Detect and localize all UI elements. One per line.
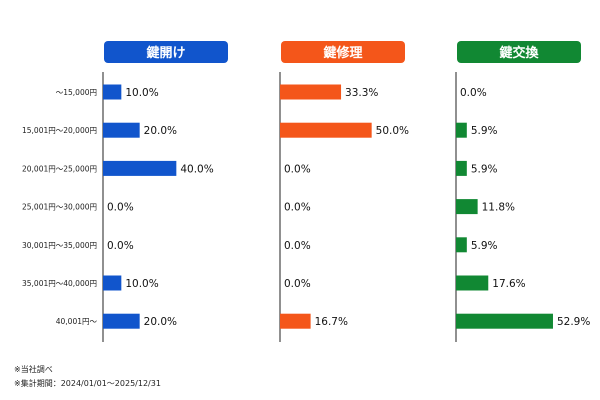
value-label: 20.0% — [144, 316, 177, 328]
panel-header — [457, 41, 581, 63]
bar — [103, 275, 122, 291]
bar — [456, 313, 553, 329]
value-label: 5.9% — [471, 163, 498, 175]
value-label: 0.0% — [284, 240, 311, 252]
panel-header — [281, 41, 405, 63]
value-label: 10.0% — [125, 278, 158, 290]
value-label: 0.0% — [460, 87, 487, 99]
bar — [456, 275, 489, 291]
category-label: 25,001円〜30,000円 — [22, 203, 97, 212]
source-note: ※当社調べ — [14, 365, 53, 374]
chart-panels: 鍵開け 10.0% 20.0% 40.0% 0.0% 0.0% 10.0% 20.0% 鍵修理 3… — [102, 41, 590, 342]
panel-title: 鍵修理 — [323, 45, 362, 61]
bar — [103, 313, 140, 329]
panel-header — [104, 41, 228, 63]
value-label: 40.0% — [180, 163, 213, 175]
category-label: 30,001円〜35,000円 — [22, 241, 97, 250]
category-label: 15,001円〜20,000円 — [22, 126, 97, 135]
value-label: 10.0% — [125, 87, 158, 99]
bar — [103, 160, 177, 176]
bar — [456, 160, 467, 176]
category-label: 20,001円〜25,000円 — [22, 164, 97, 173]
value-label: 5.9% — [471, 125, 498, 137]
value-label: 20.0% — [144, 125, 177, 137]
category-label: 35,001円〜40,000円 — [22, 279, 97, 288]
bar — [456, 199, 478, 215]
panel-title: 鍵開け — [146, 45, 185, 61]
value-label: 11.8% — [482, 202, 515, 214]
bar — [280, 84, 342, 100]
value-label: 50.0% — [376, 125, 409, 137]
value-label: 52.9% — [557, 316, 590, 328]
value-label: 16.7% — [315, 316, 348, 328]
value-label: 0.0% — [107, 202, 134, 214]
value-label: 0.0% — [284, 278, 311, 290]
category-label: 〜15,000円 — [56, 88, 97, 97]
category-labels: 〜15,000円 15,001円〜20,000円 20,001円〜25,000円 25… — [22, 88, 97, 326]
value-label: 17.6% — [492, 278, 525, 290]
period-note: ※集計期間：2024/01/01〜2025/12/31 — [14, 379, 161, 388]
bar — [456, 122, 467, 138]
bar — [280, 122, 372, 138]
bar — [103, 122, 140, 138]
bar — [103, 84, 122, 100]
panel-title: 鍵交換 — [499, 45, 539, 61]
value-label: 33.3% — [345, 87, 378, 99]
bar — [280, 313, 311, 329]
value-label: 5.9% — [471, 240, 498, 252]
panel-3: 鍵交換 0.0% 5.9% 5.9% 11.8% 5.9% 17.6% 52.9% — [455, 41, 590, 342]
panel-2: 鍵修理 33.3% 50.0% 0.0% 0.0% 0.0% 0.0% 16.7% — [279, 41, 409, 342]
bar — [456, 237, 467, 253]
panel-1: 鍵開け 10.0% 20.0% 40.0% 0.0% 0.0% 10.0% 20.0% — [102, 41, 228, 342]
value-label: 0.0% — [107, 240, 134, 252]
value-label: 0.0% — [284, 202, 311, 214]
category-label: 40,001円〜 — [56, 317, 98, 326]
value-label: 0.0% — [284, 163, 311, 175]
